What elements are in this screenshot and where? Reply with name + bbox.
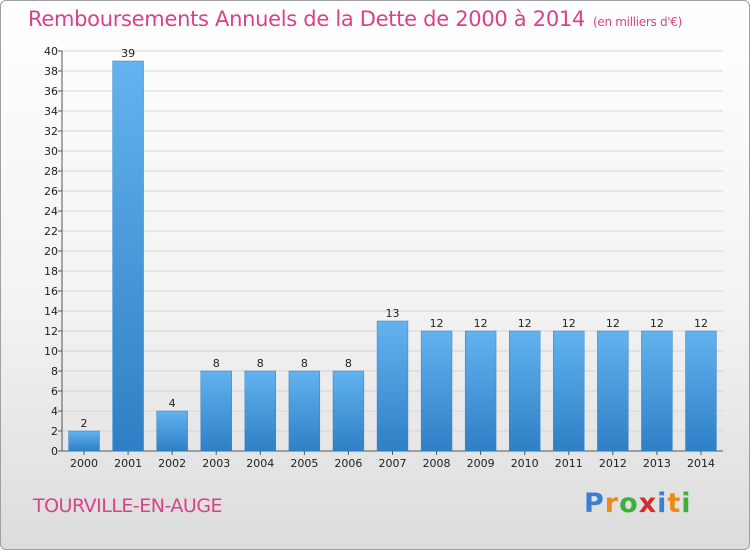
- value-label: 8: [213, 357, 220, 370]
- y-tick-label: 32: [44, 125, 58, 138]
- y-tick-label: 18: [44, 265, 58, 278]
- x-tick-label: 2002: [158, 457, 186, 470]
- y-tick-label: 2: [51, 425, 58, 438]
- chart-title: Remboursements Annuels de la Dette de 20…: [28, 7, 682, 31]
- bar-2013: [641, 330, 673, 452]
- bar-2001: [112, 60, 144, 452]
- bars: [68, 60, 717, 452]
- bar-2005: [288, 370, 321, 452]
- y-tick-label: 40: [44, 45, 58, 58]
- x-tick-label: 2014: [687, 457, 715, 470]
- x-tick-label: 2000: [70, 457, 98, 470]
- y-tick-label: 28: [44, 165, 58, 178]
- y-tick-label: 10: [44, 345, 58, 358]
- value-label: 12: [694, 317, 708, 330]
- y-tick-label: 24: [44, 205, 58, 218]
- value-label: 8: [301, 357, 308, 370]
- x-tick-label: 2007: [379, 457, 407, 470]
- y-tick-label: 14: [44, 305, 58, 318]
- chart-title-text: Remboursements Annuels de la Dette de 20…: [28, 7, 585, 31]
- value-label: 12: [474, 317, 488, 330]
- value-label: 12: [518, 317, 532, 330]
- y-tick-label: 36: [44, 85, 58, 98]
- x-tick-label: 2008: [423, 457, 451, 470]
- chart-unit: (en milliers d'€): [593, 15, 683, 29]
- value-label: 4: [169, 397, 176, 410]
- x-tick-label: 2009: [467, 457, 495, 470]
- x-tick-label: 2011: [555, 457, 583, 470]
- bar-2006: [332, 370, 365, 452]
- y-tick-label: 12: [44, 325, 58, 338]
- bar-2000: [68, 430, 100, 452]
- y-tick-label: 16: [44, 285, 58, 298]
- bar-2009: [464, 330, 497, 452]
- x-tick-label: 2001: [114, 457, 142, 470]
- bar-2007: [376, 320, 409, 452]
- y-tick-label: 20: [44, 245, 58, 258]
- value-label: 12: [430, 317, 444, 330]
- value-label: 8: [345, 357, 352, 370]
- x-tick-label: 2004: [246, 457, 274, 470]
- bar-2003: [200, 370, 232, 452]
- y-tick-label: 22: [44, 225, 58, 238]
- x-tick-label: 2010: [511, 457, 539, 470]
- value-label: 12: [606, 317, 620, 330]
- y-tick-label: 4: [51, 405, 58, 418]
- value-label: 13: [386, 307, 400, 320]
- y-tick-label: 8: [51, 365, 58, 378]
- value-labels: 2 39 4 8 8 8 8 13 12 12 12 12 12 12 12: [81, 47, 708, 430]
- bar-2008: [420, 330, 453, 452]
- town-name: TOURVILLE-EN-AUGE: [33, 495, 223, 517]
- value-label: 2: [81, 417, 88, 430]
- bar-2002: [156, 410, 188, 452]
- x-tick-label: 2013: [643, 457, 671, 470]
- value-label: 12: [650, 317, 664, 330]
- y-tick-label: 30: [44, 145, 58, 158]
- y-tick-label: 26: [44, 185, 58, 198]
- value-label: 12: [562, 317, 576, 330]
- bar-2012: [597, 330, 629, 452]
- x-tick-label: 2012: [599, 457, 627, 470]
- x-tick-label: 2003: [202, 457, 230, 470]
- bar-2010: [509, 330, 541, 452]
- x-tick-label: 2006: [334, 457, 362, 470]
- bar-2004: [244, 370, 276, 452]
- y-tick-label: 34: [44, 105, 58, 118]
- x-tick-label: 2005: [290, 457, 318, 470]
- bar-2014: [685, 330, 717, 452]
- value-label: 8: [257, 357, 264, 370]
- x-tick-labels: 2000 2001 2002 2003 2004 2005 2006 2007 2008 2009…: [70, 457, 715, 470]
- y-tick-label: 0: [51, 445, 58, 458]
- value-label: 39: [121, 47, 135, 60]
- y-tick-label: 6: [51, 385, 58, 398]
- y-tick-label: 38: [44, 65, 58, 78]
- proxiti-logo: Proxiti: [584, 488, 692, 519]
- bar-2011: [553, 330, 585, 452]
